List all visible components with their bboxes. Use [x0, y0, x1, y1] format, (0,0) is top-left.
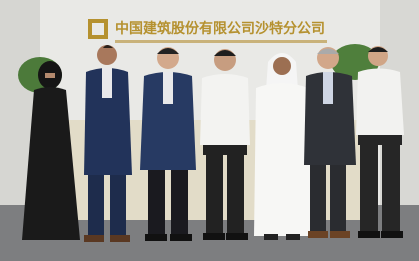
- sign-subtext: [115, 40, 327, 43]
- sign-text: 中国建筑股份有限公司沙特分公司: [115, 20, 325, 37]
- page: 中国建筑股份有限公司沙特分公司: [0, 0, 419, 261]
- logo-inner: [92, 23, 104, 35]
- photo: 中国建筑股份有限公司沙特分公司: [0, 0, 419, 261]
